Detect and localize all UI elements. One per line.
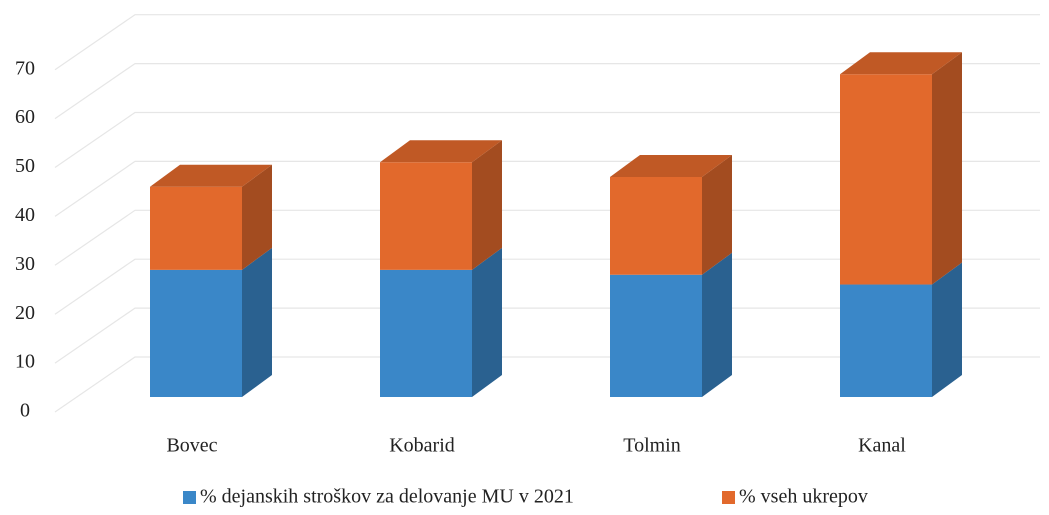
bar-side [932, 52, 962, 285]
bar-top [150, 164, 272, 187]
bar-side [242, 164, 272, 270]
bar-side [702, 154, 732, 275]
bar [380, 162, 472, 270]
bar-side [702, 252, 732, 397]
bar [150, 186, 242, 270]
grid-line [54, 258, 1040, 315]
bar-side [242, 247, 272, 397]
bar-side [472, 247, 502, 397]
grid-line [54, 62, 1040, 120]
bar-top [840, 52, 962, 75]
legend-label: % vseh ukrepov [739, 486, 868, 508]
x-tick-label: Bovec [166, 435, 217, 457]
bar-side [932, 262, 962, 397]
bar-top [610, 154, 732, 177]
y-tick-label: 50 [15, 155, 35, 177]
grid-line [54, 307, 1040, 364]
legend-swatch [183, 491, 196, 504]
bar [610, 274, 702, 397]
grid-line [54, 160, 1040, 217]
bar [610, 176, 702, 275]
bar [840, 284, 932, 397]
y-tick-label: 10 [15, 351, 35, 373]
bar [840, 74, 932, 285]
grid-line [54, 14, 1040, 71]
x-tick-label: Tolmin [623, 435, 681, 457]
grid-line [54, 111, 1040, 168]
y-tick-label: 20 [15, 302, 35, 324]
bar-side [472, 140, 502, 270]
legend-label: % dejanskih stroškov za delovanje MU v 2… [200, 486, 574, 508]
bar [380, 269, 472, 397]
y-tick-label: 30 [15, 253, 35, 275]
y-tick-label: 70 [15, 57, 35, 79]
x-tick-label: Kanal [858, 435, 906, 457]
x-tick-label: Kobarid [389, 435, 455, 457]
y-tick-label: 0 [20, 400, 30, 422]
bar [150, 269, 242, 397]
y-tick-label: 40 [15, 204, 35, 226]
grid-line [54, 209, 1040, 266]
legend-swatch [722, 491, 735, 504]
grid-line [54, 356, 1040, 413]
y-tick-label: 60 [15, 106, 35, 128]
bar-top [380, 140, 502, 163]
